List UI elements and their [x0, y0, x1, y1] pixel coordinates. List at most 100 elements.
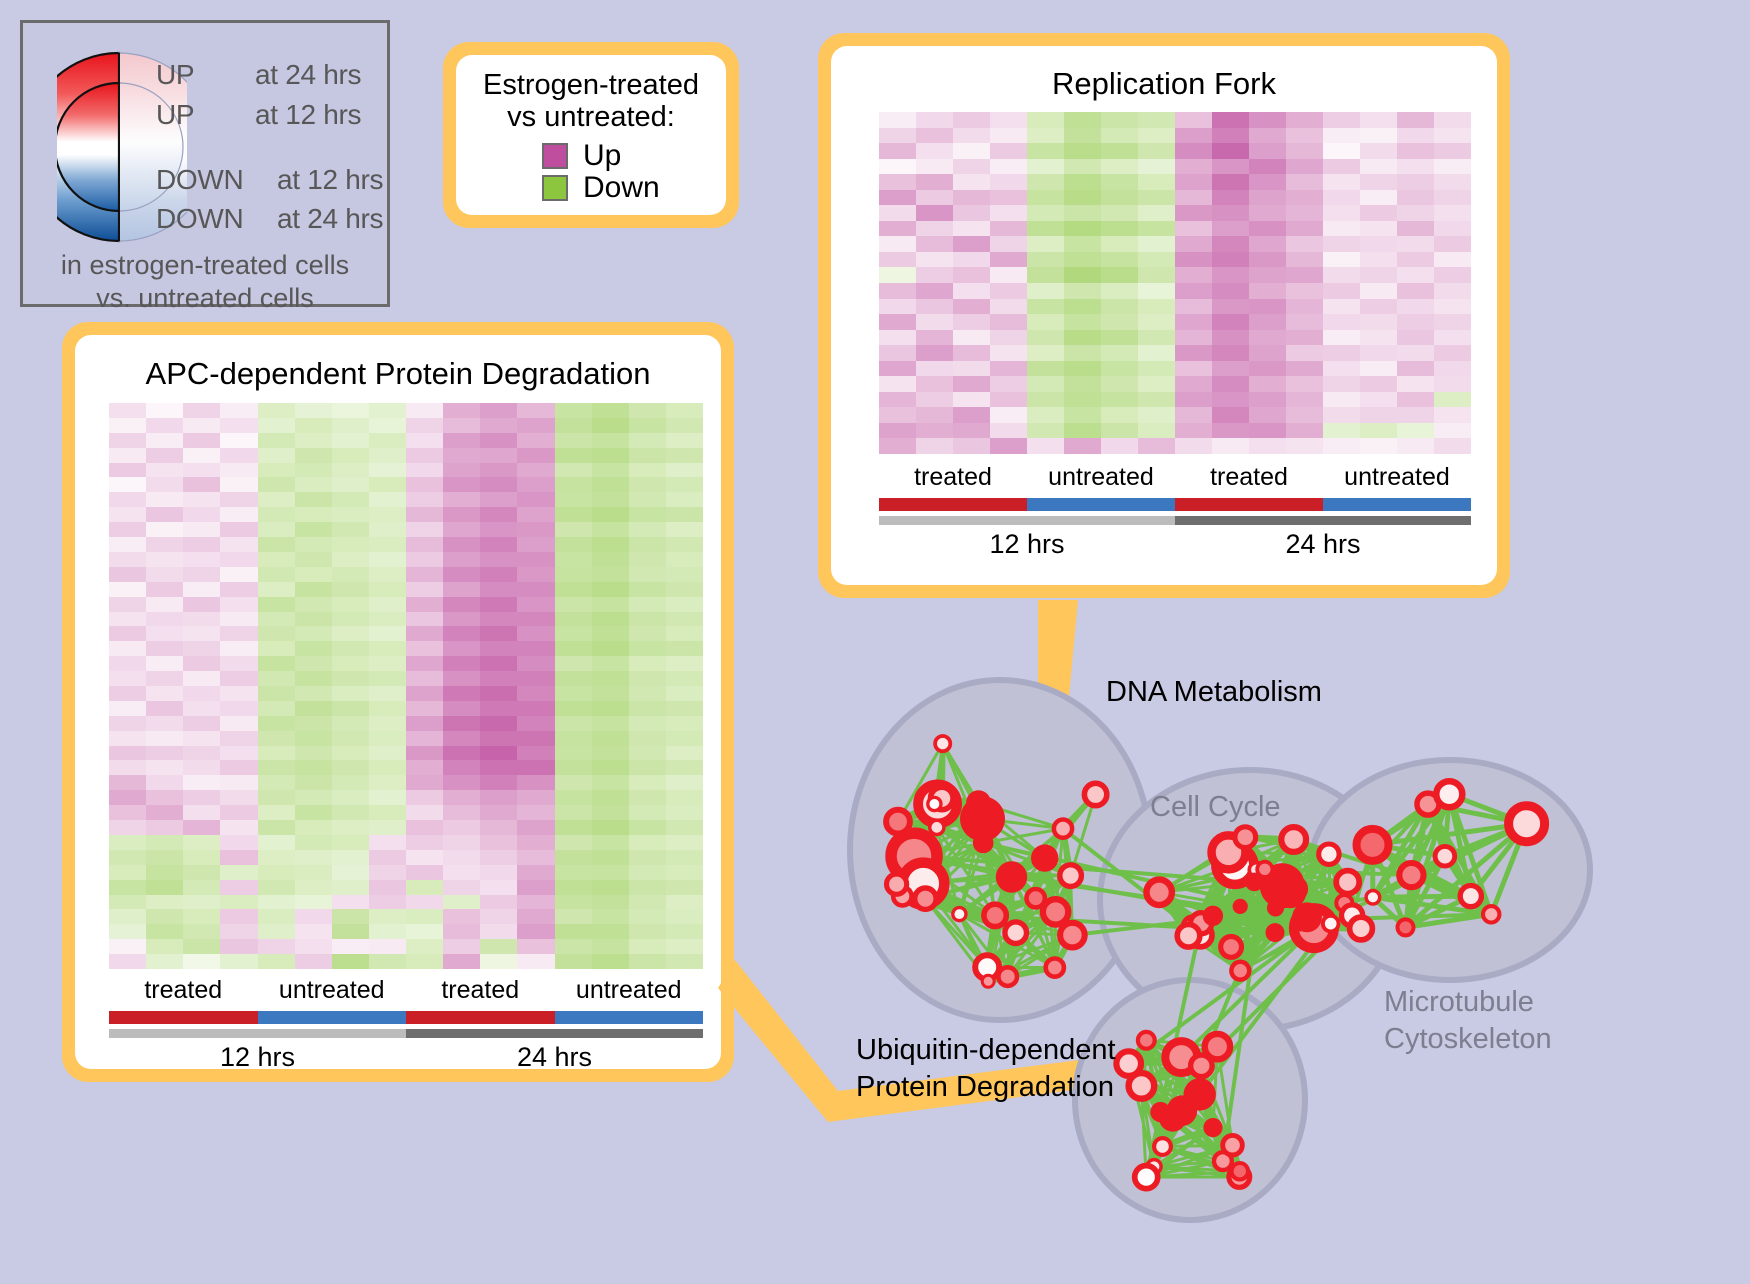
network-node[interactable] [1205, 1034, 1230, 1059]
network-node[interactable] [1060, 865, 1082, 887]
network-node[interactable] [1231, 962, 1249, 980]
apc-panel: APC-dependent Protein Degradation treate… [62, 322, 734, 1082]
network-node[interactable] [1046, 959, 1064, 977]
legend-caption-line2: vs. untreated cells [23, 282, 387, 316]
network-node[interactable] [1031, 844, 1058, 871]
network-node[interactable] [928, 797, 941, 810]
network-node[interactable] [1138, 1032, 1155, 1049]
network-node[interactable] [1223, 1135, 1243, 1155]
legend-row-time-1: at 12 hrs [255, 99, 361, 131]
legend-item-down-label: Down [583, 173, 660, 203]
network-node[interactable] [1203, 1118, 1222, 1137]
legend-row-time-0: at 24 hrs [255, 59, 361, 91]
network-node[interactable] [1266, 923, 1285, 942]
network-node[interactable] [1203, 906, 1223, 926]
network-node[interactable] [973, 833, 994, 854]
network-node[interactable] [1135, 1166, 1158, 1189]
network-node[interactable] [1399, 863, 1423, 887]
network-node[interactable] [935, 736, 950, 751]
network-node[interactable] [1147, 880, 1172, 905]
network-node[interactable] [1398, 919, 1414, 935]
treatment-bar-segment-0 [879, 498, 1027, 511]
network-node[interactable] [1357, 829, 1389, 861]
network-node[interactable] [1221, 937, 1242, 958]
network-node[interactable] [1460, 886, 1481, 907]
group-label-1: untreated [1027, 463, 1175, 495]
circle-legend-box: UP at 24 hrs UP at 12 hrs DOWN at 12 hrs… [20, 20, 390, 307]
network-node[interactable] [1060, 923, 1085, 948]
legend-row-label-3: DOWN [156, 203, 243, 235]
cluster-label-ubiquitin-line2: Protein Degradation [856, 1070, 1114, 1105]
network-node[interactable] [1027, 889, 1045, 907]
treatment-bar-segment-3 [555, 1011, 704, 1024]
network-node[interactable] [1232, 1163, 1248, 1179]
network-node[interactable] [1483, 906, 1499, 922]
treatment-bar-segment-1 [1027, 498, 1175, 511]
time-label-1: 24 hrs [406, 1042, 703, 1076]
network-node[interactable] [887, 874, 907, 894]
network-node[interactable] [953, 908, 966, 921]
legend-caption-line1: in estrogen-treated cells [23, 249, 387, 283]
cluster-label-ubiquitin-line1: Ubiquitin-dependent [856, 1033, 1116, 1068]
network-node[interactable] [966, 790, 991, 815]
network-node[interactable] [1235, 827, 1256, 848]
network-node[interactable] [1054, 820, 1072, 838]
cluster-label-microtubule-line1: Microtubule [1384, 985, 1534, 1020]
network-node[interactable] [1435, 846, 1455, 866]
group-label-2: treated [406, 976, 555, 1008]
updown-legend-panel: Estrogen-treated vs untreated: Up Down [443, 42, 739, 228]
group-label-3: untreated [1323, 463, 1471, 495]
network-node[interactable] [1323, 916, 1339, 932]
time-bar-segment-1 [1175, 516, 1471, 525]
cluster-label-dna-metabolism: DNA Metabolism [1106, 675, 1322, 710]
network-node[interactable] [1350, 917, 1373, 940]
network-node[interactable] [930, 820, 944, 834]
network-node[interactable] [1116, 1051, 1141, 1076]
network-node[interactable] [1336, 871, 1359, 894]
treatment-bar-segment-2 [1175, 498, 1323, 511]
replication-fork-heatmap [879, 112, 1471, 454]
legend-item-up: Up [542, 141, 726, 171]
network-svg [790, 620, 1750, 1279]
treatment-bar-segment-0 [109, 1011, 258, 1024]
network-node[interactable] [886, 810, 910, 834]
network-node[interactable] [1233, 899, 1248, 914]
network-node[interactable] [1177, 925, 1200, 948]
legend-row-time-3: at 24 hrs [277, 203, 383, 235]
network-node[interactable] [1292, 902, 1322, 932]
network-node[interactable] [1084, 783, 1106, 805]
network-node[interactable] [984, 904, 1006, 926]
network-node[interactable] [1267, 899, 1284, 916]
network-node[interactable] [1257, 862, 1272, 877]
network-node[interactable] [1366, 891, 1380, 905]
legend-row-time-2: at 12 hrs [277, 164, 383, 196]
treatment-bar-segment-3 [1323, 498, 1471, 511]
network-node[interactable] [1436, 781, 1462, 807]
network-node[interactable] [982, 975, 994, 987]
group-label-1: untreated [258, 976, 407, 1008]
network-node[interactable] [1509, 806, 1545, 842]
network-node[interactable] [1043, 899, 1068, 924]
network-node[interactable] [1005, 922, 1027, 944]
network-node[interactable] [1167, 1095, 1198, 1126]
network-node[interactable] [1003, 865, 1019, 881]
updown-legend-title-line2: vs untreated: [456, 101, 726, 133]
network-node[interactable] [915, 888, 936, 909]
time-bar-segment-1 [406, 1029, 703, 1038]
replication-fork-title: Replication Fork [831, 66, 1497, 102]
apc-heatmap [109, 403, 703, 969]
network-node[interactable] [1154, 1138, 1171, 1155]
up-color-swatch [542, 143, 568, 169]
network-node[interactable] [1319, 844, 1339, 864]
apc-treatment-bar [109, 1011, 703, 1024]
network-node[interactable] [1282, 876, 1308, 902]
group-label-0: treated [879, 463, 1027, 495]
time-label-0: 12 hrs [879, 529, 1175, 563]
network-node[interactable] [1281, 827, 1306, 852]
down-color-swatch [542, 175, 568, 201]
updown-legend-title-line1: Estrogen-treated [456, 69, 726, 101]
